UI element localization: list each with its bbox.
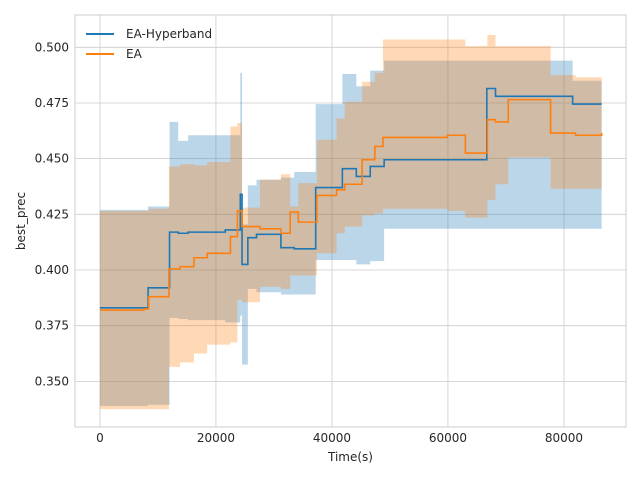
grid	[75, 15, 626, 427]
y-tick-label: 0.500	[35, 40, 69, 54]
series-line-ea-hyperband	[99, 87, 602, 309]
x-tick-label: 80000	[545, 431, 583, 445]
x-tick-label: 0	[96, 431, 104, 445]
series-lines	[99, 87, 603, 311]
y-tick-label: 0.375	[35, 319, 69, 333]
series-line-ea	[99, 98, 603, 311]
band-ea-hyperband	[99, 60, 602, 406]
x-axis-label: Time(s)	[327, 450, 373, 464]
y-tick-label: 0.450	[35, 152, 69, 166]
plot-frame	[74, 14, 627, 428]
y-axis-label: best_prec	[14, 192, 28, 250]
x-axis-ticks: 0 20000 40000 60000 80000	[96, 431, 583, 445]
x-tick-label: 20000	[197, 431, 235, 445]
y-axis-ticks: 0.350 0.375 0.400 0.425 0.450 0.475 0.500	[35, 40, 69, 388]
y-tick-label: 0.400	[35, 263, 69, 277]
y-tick-label: 0.350	[35, 374, 69, 388]
legend-label-ea: EA	[126, 47, 143, 61]
legend-label-ea-hyperband: EA-Hyperband	[126, 27, 212, 41]
confidence-bands	[99, 35, 602, 410]
legend: EA-Hyperband EA	[86, 27, 212, 61]
y-tick-label: 0.475	[35, 96, 69, 110]
x-tick-label: 40000	[313, 431, 351, 445]
band-ea	[99, 35, 602, 410]
y-tick-label: 0.425	[35, 207, 69, 221]
x-tick-label: 60000	[429, 431, 467, 445]
